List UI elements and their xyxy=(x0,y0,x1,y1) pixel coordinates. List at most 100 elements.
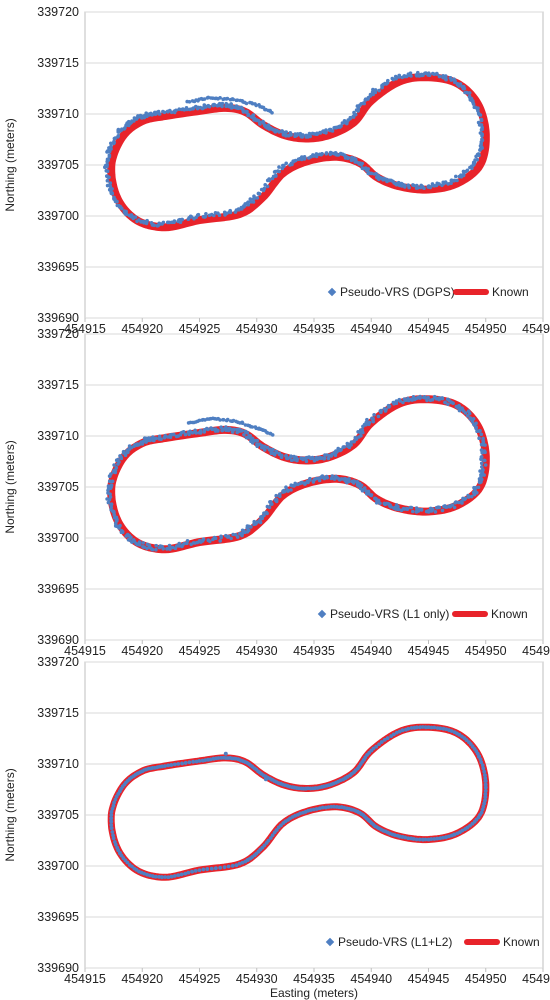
pseudo-point xyxy=(135,219,139,224)
pseudo-point xyxy=(145,872,149,877)
pseudo-point xyxy=(176,873,180,877)
pseudo-point xyxy=(145,546,149,551)
pseudo-point xyxy=(471,490,476,495)
pseudo-point xyxy=(339,124,343,128)
pseudo-point xyxy=(181,430,186,434)
pseudo-point xyxy=(198,431,203,435)
pseudo-point xyxy=(196,212,201,217)
pseudo-point xyxy=(364,420,369,425)
pseudo-point xyxy=(446,182,451,186)
legend: Pseudo-VRS (L1+L2) Known xyxy=(325,935,540,949)
pseudo-point xyxy=(202,430,207,434)
pseudo-point xyxy=(356,430,360,434)
pseudo-point xyxy=(478,113,483,117)
pseudo-point xyxy=(326,456,331,461)
pseudo-point xyxy=(455,831,460,836)
pseudo-point xyxy=(189,542,193,547)
pseudo-point xyxy=(115,845,119,850)
pseudo-point xyxy=(218,539,222,543)
pseudo-point xyxy=(477,436,481,441)
pseudo-point xyxy=(161,220,166,225)
pseudo-point xyxy=(319,475,324,480)
pseudo-point xyxy=(244,101,249,106)
pseudo-point xyxy=(248,197,253,201)
pseudo-point xyxy=(484,779,488,783)
x-tick-label: 454945 xyxy=(408,972,450,986)
pseudo-point xyxy=(207,213,212,218)
pseudo-point xyxy=(107,146,111,150)
pseudo-point xyxy=(185,541,189,546)
pseudo-point xyxy=(109,826,114,830)
pseudo-point xyxy=(444,505,448,510)
chart-panel-l1-only: 339690 339695 339700 339705 339710 339715 3397… xyxy=(3,327,550,658)
pseudo-point xyxy=(109,816,114,821)
pseudo-point xyxy=(105,174,109,178)
x-axis-title: Easting (meters) xyxy=(270,986,358,1000)
pseudo-point xyxy=(449,181,453,185)
pseudo-point xyxy=(304,455,309,460)
pseudo-point xyxy=(126,119,131,124)
pseudo-point xyxy=(477,429,482,433)
pseudo-point xyxy=(250,425,255,429)
pseudo-point xyxy=(187,100,192,104)
pseudo-point xyxy=(105,497,109,501)
pseudo-point xyxy=(384,407,388,412)
pseudo-point xyxy=(202,215,207,219)
pseudo-point xyxy=(387,404,392,408)
pseudo-point xyxy=(109,813,114,817)
pseudo-point xyxy=(428,506,433,511)
pseudo-point xyxy=(174,108,178,113)
pseudo-point xyxy=(160,764,164,769)
pseudo-point xyxy=(399,181,404,186)
pseudo-point xyxy=(329,804,334,809)
x-tick-label: 454920 xyxy=(121,644,163,658)
pseudo-point xyxy=(474,426,478,431)
pseudo-point xyxy=(216,428,220,433)
pseudo-point xyxy=(309,808,313,812)
pseudo-point xyxy=(151,874,155,879)
y-tick-label: 339690 xyxy=(37,633,79,647)
pseudo-point xyxy=(373,90,378,95)
pseudo-point xyxy=(264,841,269,845)
pseudo-point xyxy=(207,104,212,109)
pseudo-point xyxy=(470,419,475,424)
pseudo-point xyxy=(154,874,158,879)
pseudo-point xyxy=(234,863,239,867)
pseudo-point xyxy=(483,785,488,790)
pseudo-point xyxy=(168,108,172,113)
pseudo-point xyxy=(254,118,259,123)
pseudo-point xyxy=(212,102,216,107)
pseudo-point xyxy=(104,163,108,168)
pseudo-point xyxy=(254,103,258,108)
pseudo-point xyxy=(107,187,112,192)
pseudo-point xyxy=(225,96,230,101)
pseudo-point xyxy=(182,108,187,112)
pseudo-point xyxy=(414,837,419,842)
pseudo-point xyxy=(122,209,127,213)
pseudo-point xyxy=(406,727,411,731)
pseudo-point xyxy=(431,71,435,76)
pseudo-point xyxy=(112,139,116,144)
pseudo-point xyxy=(462,86,467,91)
x-tick-label: 454940 xyxy=(350,322,392,336)
pseudo-point xyxy=(365,417,369,422)
pseudo-point xyxy=(157,875,161,879)
pseudo-point xyxy=(372,413,376,417)
pseudo-point xyxy=(434,505,439,510)
known-series-line xyxy=(107,395,490,554)
pseudo-point xyxy=(154,543,158,548)
pseudo-point xyxy=(423,396,427,400)
pseudo-point xyxy=(202,97,207,101)
pseudo-point xyxy=(441,74,445,78)
pseudo-point xyxy=(334,449,338,453)
pseudo-point xyxy=(426,395,430,400)
x-tick-label: 454915 xyxy=(64,644,106,658)
pseudo-point xyxy=(218,865,222,870)
pseudo-point xyxy=(154,436,158,441)
pseudo-point xyxy=(270,111,274,115)
legend-label-known: Known xyxy=(503,935,540,949)
pseudo-point xyxy=(460,407,465,412)
pseudo-point xyxy=(240,528,245,533)
pseudo-point xyxy=(451,401,455,406)
pseudo-point xyxy=(222,210,227,215)
